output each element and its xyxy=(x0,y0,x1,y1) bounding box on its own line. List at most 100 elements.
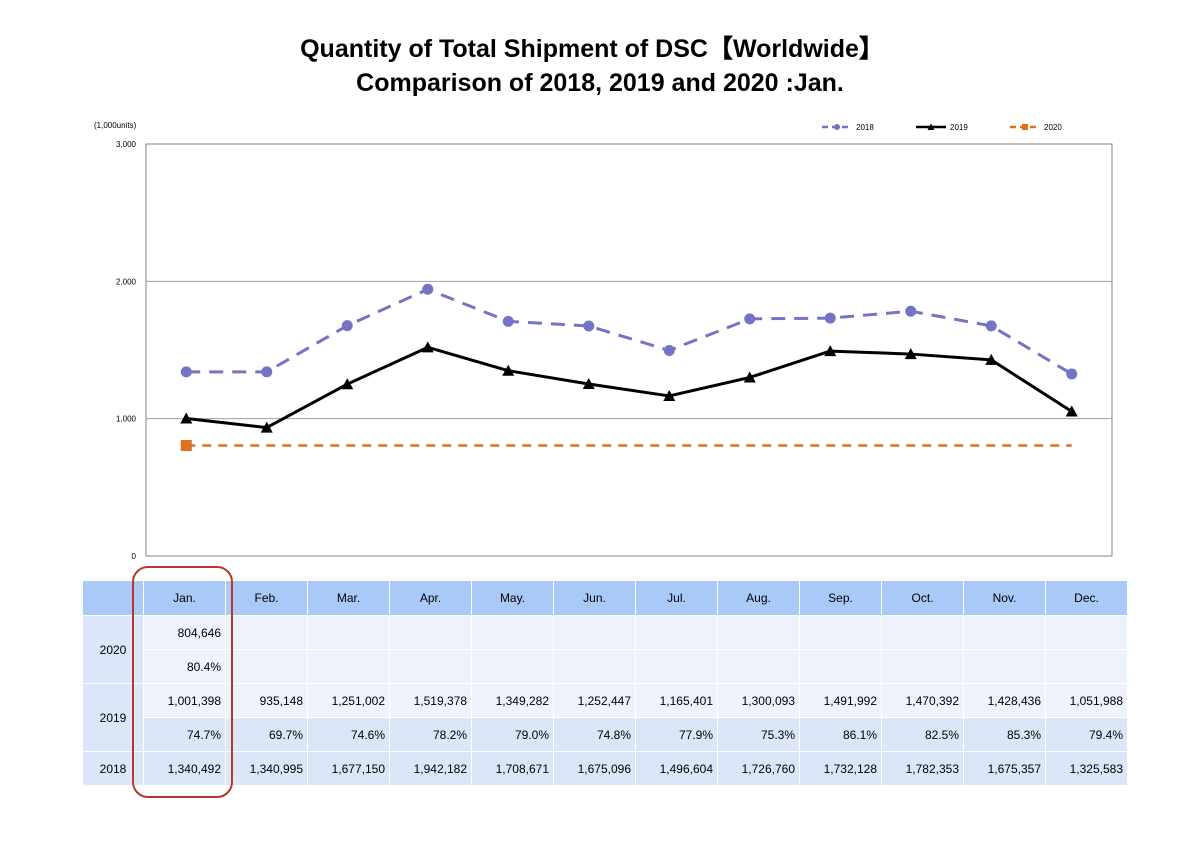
cell-2019-ratio: 79.4% xyxy=(1045,717,1128,752)
cell-2019-value: 1,428,436 xyxy=(963,683,1046,718)
series-2018-point xyxy=(744,313,756,325)
series-2019-point xyxy=(985,353,998,365)
series-2018-point xyxy=(180,366,192,378)
series-2018-point xyxy=(663,344,675,356)
legend-label-2020: 2020 xyxy=(1044,123,1062,132)
y-tick-label: 0 xyxy=(132,552,137,561)
row-label-2018: 2018 xyxy=(82,751,144,786)
series-2019-point xyxy=(663,389,676,401)
month-header: Oct. xyxy=(881,580,964,616)
series-2018-point xyxy=(583,320,595,332)
month-header: Dec. xyxy=(1045,580,1128,616)
cell-2018-value: 1,726,760 xyxy=(717,751,800,786)
legend-label-2018: 2018 xyxy=(856,123,874,132)
series-2019-line xyxy=(186,345,1073,430)
line-chart: 0 1,000 2,000 3,000 (1,000units) 2018 2019 2020 xyxy=(94,121,1113,561)
cell-2020-ratio xyxy=(1045,649,1128,684)
cell-2020-value xyxy=(963,615,1046,650)
cell-2019-value: 1,001,398 xyxy=(143,683,226,718)
cell-2020-value xyxy=(471,615,554,650)
series-2019-point xyxy=(1065,405,1078,417)
cell-2018-value: 1,732,128 xyxy=(799,751,882,786)
cell-2019-ratio: 85.3% xyxy=(963,717,1046,752)
month-header: Jan. xyxy=(143,580,226,616)
series-2018-line xyxy=(186,287,1073,376)
cell-2019-value: 935,148 xyxy=(225,683,308,718)
cell-2020-value xyxy=(225,615,308,650)
cell-2018-value: 1,675,096 xyxy=(553,751,636,786)
cell-2019-ratio: 79.0% xyxy=(471,717,554,752)
cell-2019-value: 1,349,282 xyxy=(471,683,554,718)
cell-2020-value xyxy=(1045,615,1128,650)
chart-title-line1: Quantity of Total Shipment of DSC【Worldw… xyxy=(300,35,884,63)
series-2019-point xyxy=(260,421,273,433)
row-label-2020: 2020 xyxy=(82,615,144,684)
table-row-2019-ratios: 74.7% 69.7% 74.6% 78.2% 79.0% 74.8% 77.9… xyxy=(83,717,1128,752)
series-2018-point xyxy=(985,320,997,332)
cell-2019-value: 1,251,002 xyxy=(307,683,390,718)
cell-2020-ratio xyxy=(225,649,308,684)
cell-2020-ratio: 80.4% xyxy=(143,649,226,684)
month-header: Mar. xyxy=(307,580,390,616)
cell-2020-ratio xyxy=(389,649,472,684)
month-header: Sep. xyxy=(799,580,882,616)
cell-2019-value: 1,519,378 xyxy=(389,683,472,718)
cell-2018-value: 1,782,353 xyxy=(881,751,964,786)
series-2019-point xyxy=(421,341,434,353)
series-2018-point xyxy=(422,283,434,295)
month-header: May. xyxy=(471,580,554,616)
table-corner-cell xyxy=(82,580,144,616)
cell-2019-ratio: 69.7% xyxy=(225,717,308,752)
cell-2020-ratio xyxy=(881,649,964,684)
cell-2019-value: 1,165,401 xyxy=(635,683,718,718)
cell-2019-value: 1,491,992 xyxy=(799,683,882,718)
cell-2020-ratio xyxy=(471,649,554,684)
cell-2019-value: 1,051,988 xyxy=(1045,683,1128,718)
cell-2020-value xyxy=(307,615,390,650)
cell-2020-value: 804,646 xyxy=(143,615,226,650)
series-2018-point xyxy=(261,366,273,378)
series-2019-point xyxy=(824,345,837,357)
legend-marker-2019 xyxy=(927,123,935,130)
cell-2019-ratio: 75.3% xyxy=(717,717,800,752)
series-2018-point xyxy=(905,305,917,317)
month-header: Nov. xyxy=(963,580,1046,616)
series-2018-point xyxy=(1066,368,1078,380)
month-header: Feb. xyxy=(225,580,308,616)
cell-2019-ratio: 82.5% xyxy=(881,717,964,752)
row-label-2019: 2019 xyxy=(82,683,144,752)
cell-2018-value: 1,340,492 xyxy=(143,751,226,786)
month-header: Jun. xyxy=(553,580,636,616)
cell-2019-ratio: 74.8% xyxy=(553,717,636,752)
series-2019-point xyxy=(180,412,193,424)
series-2019-point xyxy=(904,348,917,360)
month-header: Jul. xyxy=(635,580,718,616)
cell-2020-ratio xyxy=(307,649,390,684)
cell-2020-value xyxy=(717,615,800,650)
cell-2018-value: 1,675,357 xyxy=(963,751,1046,786)
month-header: Apr. xyxy=(389,580,472,616)
plot-area xyxy=(145,143,1113,557)
cell-2019-ratio: 77.9% xyxy=(635,717,718,752)
legend-marker-2018 xyxy=(834,124,840,130)
legend-label-2019: 2019 xyxy=(950,123,968,132)
month-header: Aug. xyxy=(717,580,800,616)
series-2018-point xyxy=(341,320,353,332)
cell-2020-ratio xyxy=(799,649,882,684)
series-2018-point xyxy=(824,312,836,324)
cell-2020-value xyxy=(881,615,964,650)
series-2019-point xyxy=(582,377,595,389)
y-tick-label: 1,000 xyxy=(116,415,137,424)
cell-2018-value: 1,496,604 xyxy=(635,751,718,786)
cell-2020-ratio xyxy=(717,649,800,684)
table-header-row: Jan. Feb. Mar. Apr. May. Jun. Jul. Aug. … xyxy=(82,580,1128,616)
legend-marker-2020 xyxy=(1022,124,1028,130)
cell-2018-value: 1,708,671 xyxy=(471,751,554,786)
chart-title-line2: Comparison of 2018, 2019 and 2020 :Jan. xyxy=(356,69,844,97)
series-2018-point xyxy=(502,315,514,327)
shipment-table: Jan. Feb. Mar. Apr. May. Jun. Jul. Aug. … xyxy=(82,580,1128,786)
y-axis-unit-label: (1,000units) xyxy=(94,121,137,130)
table-row-2019-values: 2019 1,001,398 935,148 1,251,002 1,519,3… xyxy=(82,683,1128,752)
cell-2020-value xyxy=(553,615,636,650)
cell-2019-value: 1,300,093 xyxy=(717,683,800,718)
